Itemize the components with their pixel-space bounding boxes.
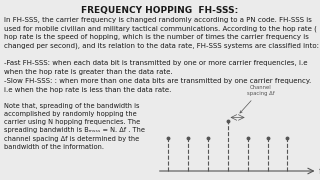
- Text: FREQUENCY HOPPING  FH-SSS:: FREQUENCY HOPPING FH-SSS:: [81, 6, 239, 15]
- Text: f: f: [318, 166, 320, 176]
- Text: Channel
spacing Δf: Channel spacing Δf: [240, 85, 274, 113]
- Text: Note that, spreading of the bandwidth is
accomplished by randomly hopping the
ca: Note that, spreading of the bandwidth is…: [4, 103, 145, 150]
- Text: -Slow FH-SSS: : when more than one data bits are transmitted by one carrier freq: -Slow FH-SSS: : when more than one data …: [4, 78, 311, 93]
- Text: In FH-SSS, the carrier frequency is changed randomly according to a PN code. FH-: In FH-SSS, the carrier frequency is chan…: [4, 17, 319, 49]
- Text: -Fast FH-SSS: when each data bit is transmitted by one or more carrier frequenci: -Fast FH-SSS: when each data bit is tran…: [4, 60, 307, 75]
